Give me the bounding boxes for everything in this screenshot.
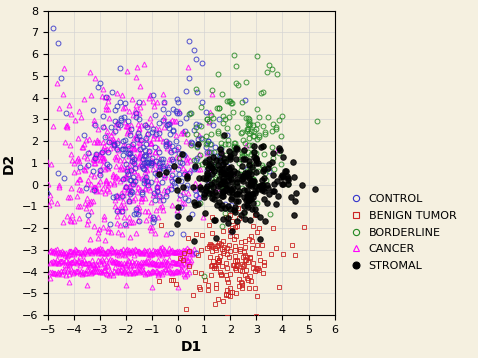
X-axis label: D1: D1 xyxy=(181,340,202,354)
Legend: CONTROL, BENIGN TUMOR, BORDERLINE, CANCER, STROMAL: CONTROL, BENIGN TUMOR, BORDERLINE, CANCE… xyxy=(350,194,456,271)
Y-axis label: D2: D2 xyxy=(2,152,16,174)
